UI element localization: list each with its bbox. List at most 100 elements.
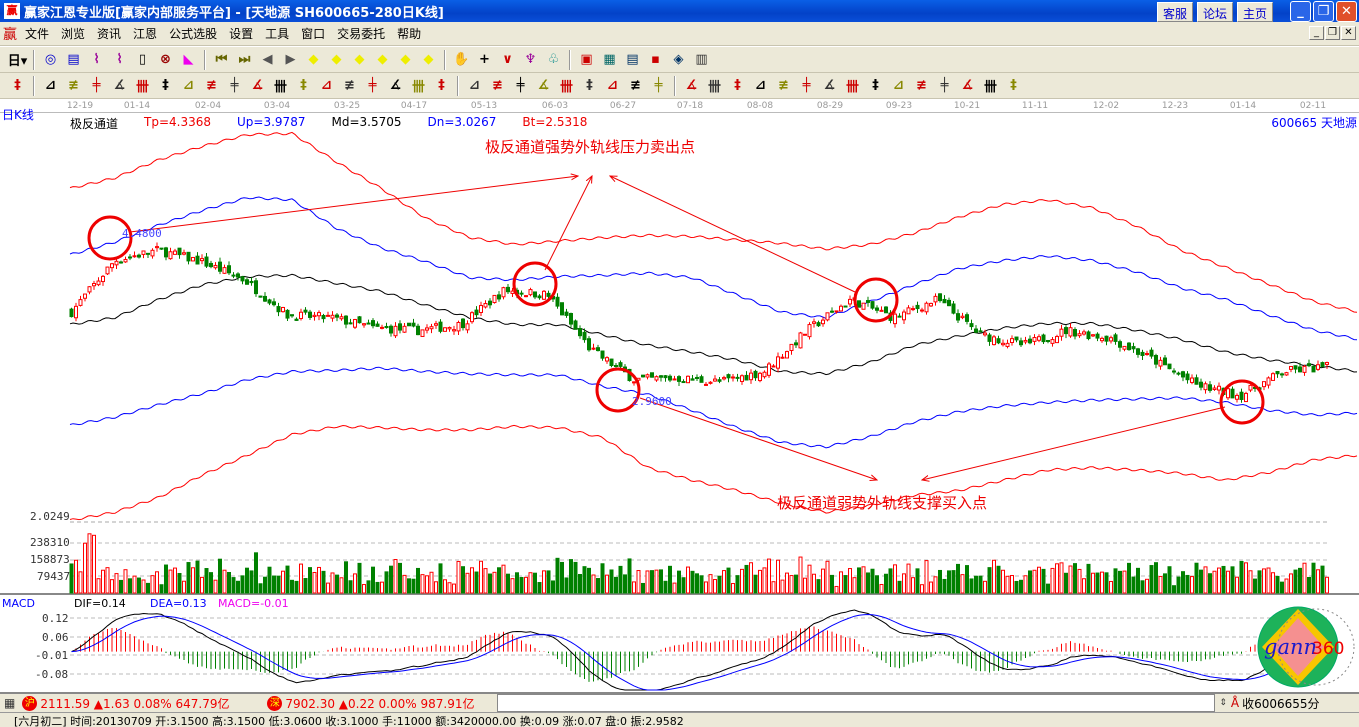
menu-item[interactable]: 浏览 [61,27,86,41]
gold1-icon[interactable]: ≢ [68,78,79,93]
left-icon[interactable]: ◆ [308,52,319,67]
angle-icon[interactable]: 卌 [559,80,573,95]
gold3-icon[interactable]: ╪ [802,78,811,93]
comb-icon[interactable]: 卌 [411,80,425,95]
fa-icon[interactable]: ≢ [916,78,927,93]
pen3-icon[interactable]: ∡ [823,78,836,93]
width-icon[interactable]: ‡ [438,78,445,93]
si-icon[interactable]: ‡ [1010,78,1017,93]
all-icon[interactable]: ◆ [423,52,434,67]
net-icon[interactable]: ◈ [673,52,684,67]
target-icon[interactable]: 卌 [273,80,287,95]
cross-icon[interactable]: + [479,52,490,67]
gann-icon[interactable]: ⊗ [160,52,171,67]
gold5-icon[interactable]: ╪ [940,78,949,93]
star-icon[interactable]: ‡ [300,78,307,93]
ying-icon[interactable]: ∡ [389,78,402,93]
calc-icon[interactable]: ▦ [603,52,616,67]
menu-item[interactable]: 交易委托 [337,27,386,41]
pen2-icon[interactable]: ‡ [162,78,169,93]
tri-icon[interactable]: ∡ [251,78,264,93]
service-button[interactable]: 客服 [1157,2,1194,22]
zigzag-icon[interactable]: ‡ [586,78,593,93]
shen-icon[interactable]: ╪ [368,78,377,93]
j-icon[interactable]: ⊿ [893,78,904,93]
save-icon[interactable]: ▪ [651,52,660,67]
f-icon[interactable]: ∡ [113,78,126,93]
menu-item[interactable]: 公式选股 [169,27,218,41]
next-icon[interactable]: ▶ [285,52,296,67]
chart9-icon[interactable]: ⌇ [116,52,123,67]
view-icon[interactable]: ◎ [44,52,57,67]
scroll-spinner[interactable]: ⇕ [1219,698,1227,708]
note-icon[interactable]: ▤ [67,52,80,67]
shrink-icon[interactable]: ◆ [377,52,388,67]
calendar-icon[interactable]: ▣ [580,52,593,67]
period-label: 日K线 [2,108,34,122]
pen-icon[interactable]: ‡ [14,78,21,93]
fan-icon[interactable]: ≢ [492,78,503,93]
volume-bar [573,561,578,594]
mdi-close-icon[interactable]: ✕ [1341,26,1356,40]
pct2-icon[interactable]: ⊿ [755,78,766,93]
menu-item[interactable]: 设置 [229,27,254,41]
parallel-icon[interactable]: ╪ [654,78,663,93]
grid-icon[interactable]: ⊿ [45,78,56,93]
fan2-icon[interactable]: ╪ [516,78,525,93]
last-icon[interactable]: ⏭ [238,52,251,67]
sh-index[interactable]: 2111.59 ▲1.63 0.08% 647.79亿 [40,696,230,711]
fan3-icon[interactable]: ∡ [537,78,550,93]
candle-body [956,313,960,321]
expand-icon[interactable]: ◆ [400,52,411,67]
ying2-icon[interactable]: 卌 [983,80,997,95]
pattern-icon[interactable]: ♧ [547,52,560,67]
menu-item[interactable]: 资讯 [97,27,122,41]
minimize-icon[interactable]: _ [1290,1,1311,22]
message-box[interactable] [497,694,1216,712]
menu-item[interactable]: 工具 [265,27,290,41]
bars-icon[interactable]: ∡ [685,78,698,93]
restore-icon[interactable]: ❐ [1313,1,1334,22]
hash-icon[interactable]: ≢ [206,78,217,93]
both-icon[interactable]: ◆ [354,52,365,67]
close-icon[interactable]: ✕ [1336,1,1357,22]
circle-icon[interactable]: ⊿ [183,78,194,93]
node-icon[interactable]: ♆ [524,52,537,67]
hand-icon[interactable]: ✋ [453,52,470,67]
square-icon[interactable]: ⊿ [321,78,332,93]
n2-icon[interactable]: ╪ [230,78,239,93]
mdi-minimize-icon[interactable]: _ [1309,26,1324,40]
sz-index[interactable]: 7902.30 ▲0.22 0.00% 987.91亿 [285,696,475,711]
forum-button[interactable]: 论坛 [1197,2,1234,22]
list-icon[interactable]: ▤ [626,52,639,67]
right-icon[interactable]: ◆ [331,52,342,67]
spiral-icon[interactable]: 卌 [135,80,149,95]
first-icon[interactable]: ⏮ [215,52,228,67]
print-icon[interactable]: ▥ [695,52,708,67]
menu-item[interactable]: 帮助 [397,27,422,41]
home-button[interactable]: 主页 [1237,2,1274,22]
pct-icon[interactable]: 卌 [707,80,721,95]
candle-icon[interactable]: ▯ [138,52,147,67]
gold2-icon[interactable]: ╪ [92,78,101,93]
lines-icon[interactable]: ≢ [344,78,355,93]
mdi-restore-icon[interactable]: ❐ [1325,26,1340,40]
wave-icon[interactable]: 卌 [845,80,859,95]
draw-icon[interactable]: ∨ [502,52,513,67]
menu-item[interactable]: 文件 [25,27,50,41]
flag-icon[interactable]: ◣ [183,52,194,67]
chart3-icon[interactable]: ⌇ [93,52,100,67]
prev-icon[interactable]: ◀ [262,52,273,67]
grid2-icon[interactable]: ⊿ [607,78,618,93]
menu-item[interactable]: 窗口 [301,27,326,41]
shen2-icon[interactable]: ∡ [961,78,974,93]
goldc-icon[interactable]: ≢ [778,78,789,93]
percent-icon[interactable]: ‡ [734,78,741,93]
period-dropdown[interactable]: 日▾ [7,54,28,69]
grid3-icon[interactable]: ≢ [630,78,641,93]
menu-item[interactable]: 江恩 [133,27,158,41]
calendar-icon[interactable]: ▦ [4,696,16,710]
gold4-icon[interactable]: ‡ [872,78,879,93]
box-icon[interactable]: ⊿ [469,78,480,93]
